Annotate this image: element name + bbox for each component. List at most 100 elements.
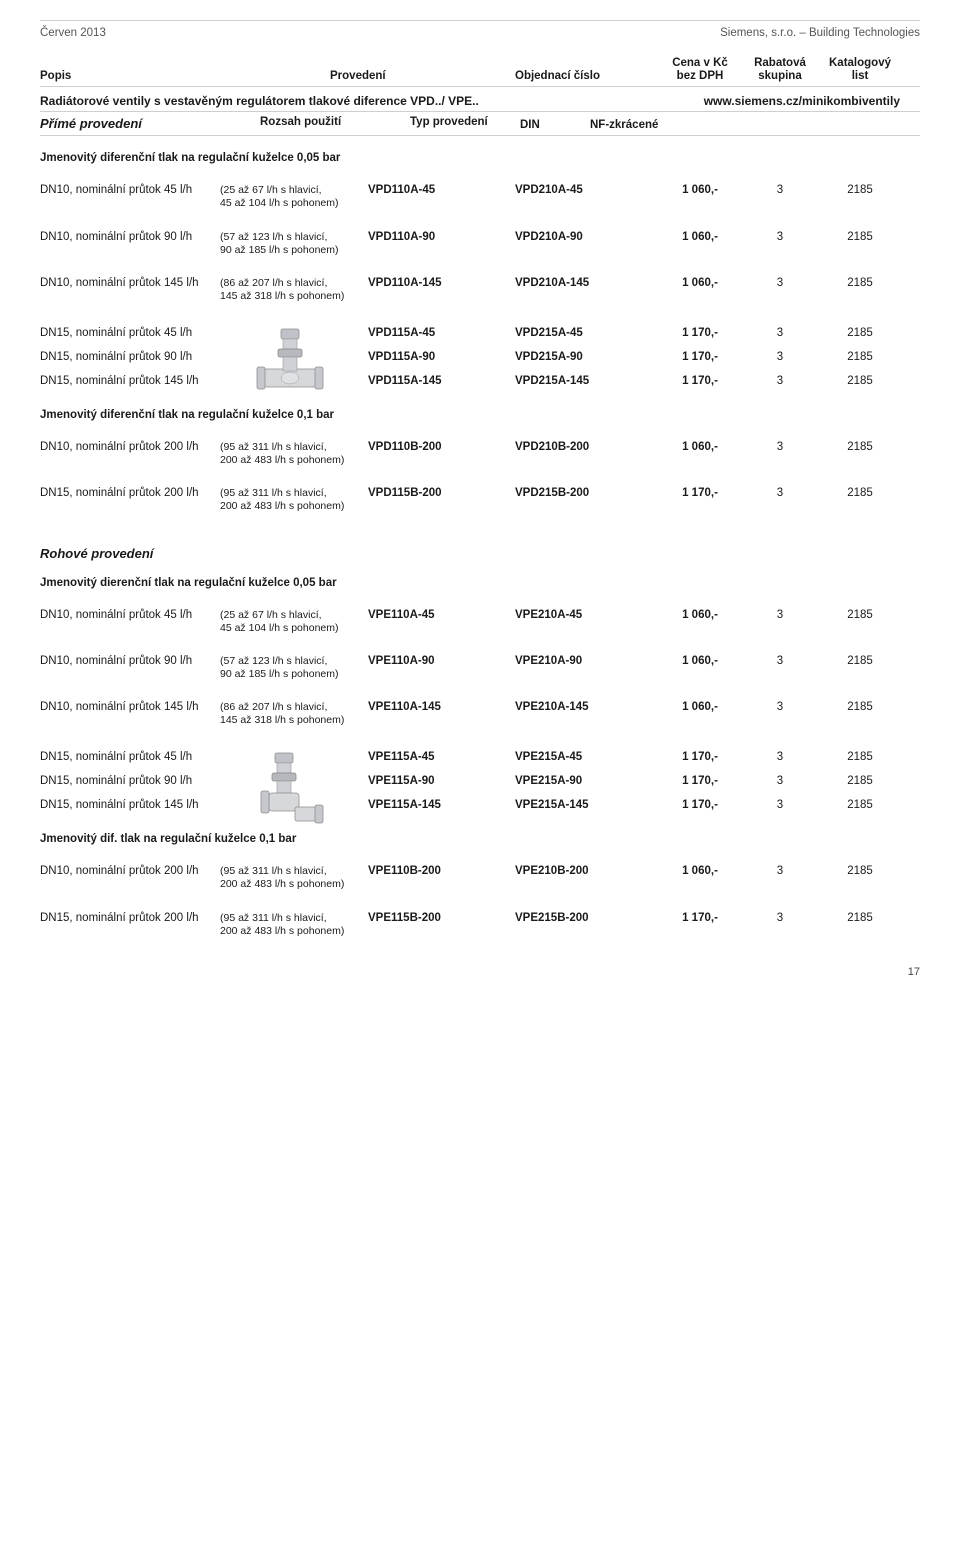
table-row: DN10, nominální průtok 45 l/h(25 až 67 l… (40, 174, 920, 220)
row-desc: DN10, nominální průtok 45 l/h (40, 184, 220, 196)
row-code-nf: VPD210A-145 (515, 277, 655, 289)
row-code-din: VPE110A-45 (368, 609, 515, 621)
row-rabat: 3 (745, 487, 815, 499)
row-range: (95 až 311 l/h s hlavicí,200 až 483 l/h … (220, 912, 368, 938)
row-katal: 2185 (815, 231, 905, 243)
row-price: 1 060,- (655, 277, 745, 289)
table-row: DN10, nominální průtok 145 l/h(86 až 207… (40, 267, 920, 313)
row-price: 1 170,- (655, 775, 745, 787)
row-code-din: VPE110A-90 (368, 655, 515, 667)
table-row: DN15, nominální průtok 90 l/hVPE115A-90V… (40, 769, 920, 793)
row-range: (57 až 123 l/h s hlavicí,90 až 185 l/h s… (220, 231, 368, 257)
row-katal: 2185 (815, 775, 905, 787)
row-code-din: VPD115A-145 (368, 375, 515, 387)
row-code-din: VPE110B-200 (368, 865, 515, 877)
row-katal: 2185 (815, 327, 905, 339)
col-popis: Popis (40, 70, 330, 82)
row-rabat: 3 (745, 865, 815, 877)
section-title-link: www.siemens.cz/minikombiventily (704, 94, 920, 108)
col-katalog: Katalogovýlist (815, 57, 905, 82)
row-price: 1 170,- (655, 327, 745, 339)
row-code-din: VPE110A-145 (368, 701, 515, 713)
row-range: (25 až 67 l/h s hlavicí,45 až 104 l/h s … (220, 609, 368, 635)
row-range: (57 až 123 l/h s hlavicí,90 až 185 l/h s… (220, 655, 368, 681)
row-desc: DN10, nominální průtok 90 l/h (40, 655, 220, 667)
table-row: DN10, nominální průtok 90 l/h(57 až 123 … (40, 645, 920, 691)
row-code-nf: VPD215A-90 (515, 351, 655, 363)
row-katal: 2185 (815, 655, 905, 667)
table-row: DN10, nominální průtok 45 l/h(25 až 67 l… (40, 599, 920, 645)
table-row: DN15, nominální průtok 200 l/h(95 až 311… (40, 477, 920, 523)
row-desc: DN10, nominální průtok 200 l/h (40, 441, 220, 453)
row-katal: 2185 (815, 441, 905, 453)
row-rabat: 3 (745, 751, 815, 763)
table-row: DN10, nominální průtok 200 l/h(95 až 311… (40, 855, 920, 901)
subheader-left: Přímé provedení (40, 116, 260, 131)
row-range: (95 až 311 l/h s hlavicí,200 až 483 l/h … (220, 441, 368, 467)
row-code-din: VPD115B-200 (368, 487, 515, 499)
row-rabat: 3 (745, 351, 815, 363)
row-range: (86 až 207 l/h s hlavicí,145 až 318 l/h … (220, 277, 368, 303)
row-code-nf: VPE210A-45 (515, 609, 655, 621)
row-desc: DN10, nominální průtok 90 l/h (40, 231, 220, 243)
header-company: Siemens, s.r.o. – Building Technologies (720, 27, 920, 39)
row-code-din: VPD110A-90 (368, 231, 515, 243)
row-code-nf: VPD210B-200 (515, 441, 655, 453)
row-rabat: 3 (745, 375, 815, 387)
table-row: DN15, nominální průtok 145 l/h VPD115A-14… (40, 369, 920, 393)
row-price: 1 060,- (655, 655, 745, 667)
row-code-nf: VPD210A-45 (515, 184, 655, 196)
row-price: 1 060,- (655, 441, 745, 453)
row-code-nf: VPD215A-145 (515, 375, 655, 387)
group-a-head: Jmenovitý diferenční tlak na regulační k… (40, 152, 920, 164)
row-rabat: 3 (745, 441, 815, 453)
row-code-din: VPD115A-90 (368, 351, 515, 363)
sub-header: Přímé provedení Rozsah použití Typ prove… (40, 112, 920, 136)
row-code-nf: VPD215A-45 (515, 327, 655, 339)
row-desc: DN15, nominální průtok 200 l/h (40, 912, 220, 924)
row-code-nf: VPE215A-145 (515, 799, 655, 811)
row-range: (95 až 311 l/h s hlavicí,200 až 483 l/h … (220, 865, 368, 891)
row-code-nf: VPE210A-90 (515, 655, 655, 667)
row-code-nf: VPE210B-200 (515, 865, 655, 877)
subheader-din: DIN (520, 119, 590, 131)
row-rabat: 3 (745, 655, 815, 667)
row-desc: DN10, nominální průtok 45 l/h (40, 609, 220, 621)
row-range: (25 až 67 l/h s hlavicí,45 až 104 l/h s … (220, 184, 368, 210)
group-d-head: Jmenovitý dif. tlak na regulační kuželce… (40, 833, 920, 845)
row-price: 1 060,- (655, 184, 745, 196)
row-desc: DN15, nominální průtok 145 l/h (40, 375, 240, 387)
column-header: Popis Provedení Objednací číslo Cena v K… (40, 57, 920, 87)
row-code-nf: VPD215B-200 (515, 487, 655, 499)
row-desc: DN15, nominální průtok 145 l/h (40, 799, 240, 811)
valve-angle-icon (255, 749, 325, 834)
row-katal: 2185 (815, 751, 905, 763)
valve-straight-icon (255, 325, 325, 410)
row-katal: 2185 (815, 912, 905, 924)
row-rabat: 3 (745, 327, 815, 339)
subheader-range-label: Rozsah použití (260, 116, 410, 131)
table-row: DN15, nominální průtok 45 l/hVPE115A-45V… (40, 745, 920, 769)
row-rabat: 3 (745, 912, 815, 924)
row-desc: DN15, nominální průtok 45 l/h (40, 327, 240, 339)
row-code-din: VPD115A-45 (368, 327, 515, 339)
row-katal: 2185 (815, 799, 905, 811)
group-b-head: Jmenovitý diferenční tlak na regulační k… (40, 409, 920, 421)
row-price: 1 060,- (655, 701, 745, 713)
row-price: 1 170,- (655, 351, 745, 363)
row-code-nf: VPE215A-90 (515, 775, 655, 787)
row-price: 1 060,- (655, 231, 745, 243)
row-code-din: VPD110B-200 (368, 441, 515, 453)
row-code-din: VPD110A-145 (368, 277, 515, 289)
col-objednaci: Objednací číslo (515, 70, 655, 82)
row-desc: DN10, nominální průtok 145 l/h (40, 701, 220, 713)
subheader-type-label: Typ provedení (410, 116, 488, 128)
row-price: 1 170,- (655, 912, 745, 924)
row-desc: DN15, nominální průtok 90 l/h (40, 351, 240, 363)
col-provedeni: Provedení (330, 70, 515, 82)
row-range: (95 až 311 l/h s hlavicí,200 až 483 l/h … (220, 487, 368, 513)
table-row: DN10, nominální průtok 90 l/h(57 až 123 … (40, 221, 920, 267)
row-code-din: VPE115B-200 (368, 912, 515, 924)
table-row: DN10, nominální průtok 145 l/h(86 až 207… (40, 691, 920, 737)
row-katal: 2185 (815, 865, 905, 877)
